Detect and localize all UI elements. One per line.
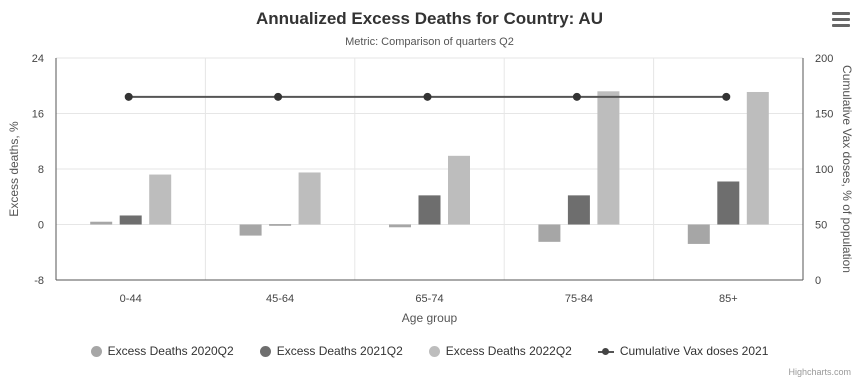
bar-excess-deaths-2020q2-45-64: [239, 224, 262, 236]
x-axis-title: Age group: [402, 311, 458, 325]
y-right-tick-label: 0: [815, 275, 821, 287]
bar-excess-deaths-2021q2-65-74: [418, 195, 441, 225]
bar-excess-deaths-2022q2-65-74: [448, 155, 470, 225]
bar-excess-deaths-2022q2-0-44: [149, 174, 172, 225]
x-tick-label: 85+: [719, 293, 738, 305]
bar-excess-deaths-2021q2-0-44: [119, 215, 142, 225]
legend-label-vax: Cumulative Vax doses 2021: [619, 344, 769, 358]
y-right-tick-label: 50: [815, 220, 827, 232]
line-point-vax-45-64: [274, 92, 283, 101]
y-left-tick-label: -8: [34, 275, 44, 287]
legend-swatch-2020q2: [90, 345, 102, 357]
hamburger-menu-icon[interactable]: [832, 12, 850, 28]
bar-excess-deaths-2022q2-45-64: [298, 172, 321, 225]
y-left-tick-label: 16: [32, 109, 44, 121]
y-right-tick-label: 200: [815, 53, 833, 65]
legend-item-2020q2[interactable]: Excess Deaths 2020Q2: [90, 344, 234, 358]
legend-item-2021q2[interactable]: Excess Deaths 2021Q2: [259, 344, 403, 358]
x-tick-label: 0-44: [120, 293, 142, 305]
y-left-tick-label: 24: [32, 53, 44, 65]
legend-swatch-2022q2: [428, 345, 440, 357]
y-right-tick-label: 150: [815, 109, 833, 121]
x-tick-label: 75-84: [565, 293, 593, 305]
credits-link[interactable]: Highcharts.com: [788, 367, 851, 377]
bar-excess-deaths-2021q2-85+: [717, 181, 740, 225]
legend-item-2022q2[interactable]: Excess Deaths 2022Q2: [428, 344, 572, 358]
legend-label-2021q2: Excess Deaths 2021Q2: [276, 344, 403, 358]
chart-title: Annualized Excess Deaths for Country: AU: [256, 9, 603, 28]
chart-subtitle: Metric: Comparison of quarters Q2: [345, 36, 514, 48]
bar-excess-deaths-2020q2-85+: [687, 224, 710, 244]
bar-excess-deaths-2021q2-75-84: [567, 195, 590, 225]
legend: Excess Deaths 2020Q2 Excess Deaths 2021Q…: [0, 340, 859, 362]
bar-excess-deaths-2020q2-65-74: [389, 224, 411, 228]
legend-item-vax[interactable]: Cumulative Vax doses 2021: [597, 344, 769, 358]
line-point-vax-65-74: [423, 92, 432, 101]
bar-excess-deaths-2022q2-85+: [746, 91, 769, 225]
y-left-axis-title: Excess deaths, %: [7, 121, 21, 217]
x-tick-label: 65-74: [415, 293, 443, 305]
y-right-axis-title: Cumulative Vax doses, % of population: [840, 65, 854, 273]
line-point-vax-85+: [722, 92, 731, 101]
legend-label-2022q2: Excess Deaths 2022Q2: [445, 344, 572, 358]
legend-label-2020q2: Excess Deaths 2020Q2: [107, 344, 234, 358]
y-right-tick-label: 100: [815, 164, 833, 176]
line-point-vax-0-44: [124, 92, 133, 101]
y-left-tick-label: 0: [38, 220, 44, 232]
bar-excess-deaths-2020q2-0-44: [90, 221, 113, 225]
x-tick-label: 45-64: [266, 293, 294, 305]
bar-excess-deaths-2020q2-75-84: [538, 224, 561, 242]
legend-swatch-vax: [597, 346, 614, 357]
y-left-tick-label: 8: [38, 164, 44, 176]
bar-excess-deaths-2021q2-45-64: [269, 224, 292, 226]
legend-swatch-2021q2: [259, 345, 271, 357]
bar-excess-deaths-2022q2-75-84: [597, 91, 620, 225]
line-point-vax-75-84: [572, 92, 581, 101]
